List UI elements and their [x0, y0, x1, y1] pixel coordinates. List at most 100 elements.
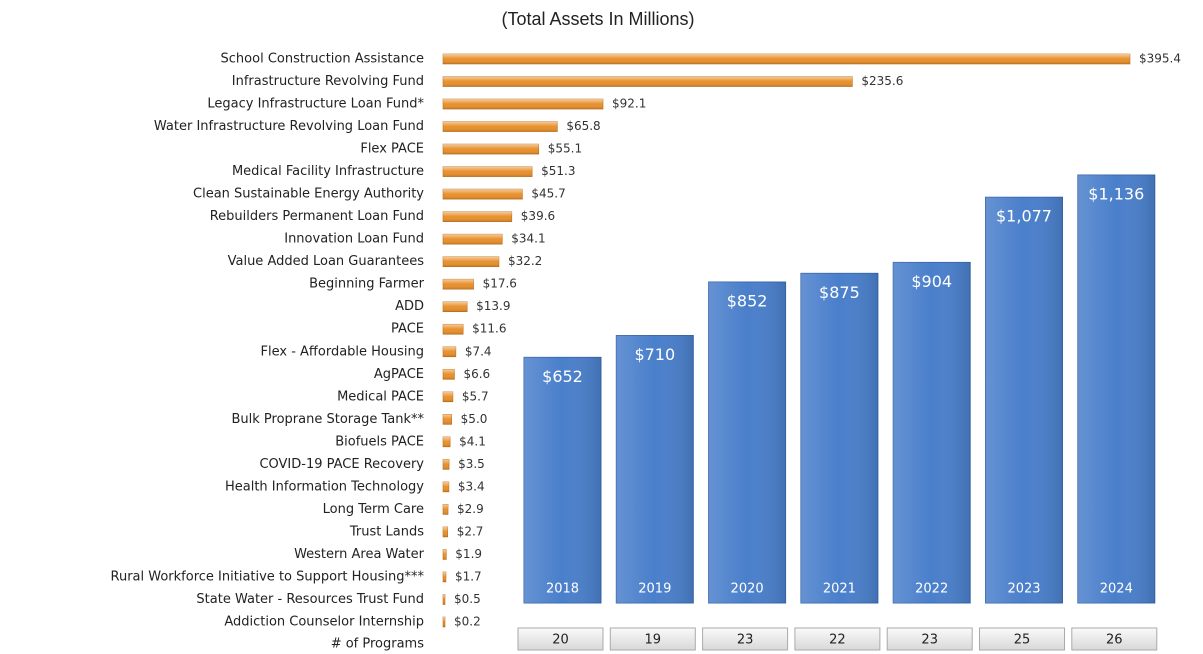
bar-shade: [443, 211, 512, 222]
bar-shade: [443, 369, 455, 380]
category-label: Medical Facility Infrastructure: [232, 164, 424, 179]
category-label: Health Information Technology: [225, 479, 424, 494]
category-label: Value Added Loan Guarantees: [228, 254, 425, 269]
category-label: School Construction Assistance: [221, 52, 424, 67]
category-label: Flex PACE: [360, 142, 424, 157]
x-tick-label: 2021: [823, 582, 856, 597]
data-label: $34.1: [511, 232, 545, 246]
data-label: $65.8: [566, 119, 600, 133]
bar-shade: [443, 436, 451, 447]
bar-shade: [443, 256, 499, 267]
bar-shade: [443, 166, 533, 177]
data-label: $32.2: [508, 254, 542, 268]
data-label: $4.1: [459, 434, 486, 448]
category-label: PACE: [391, 322, 424, 337]
category-label: Legacy Infrastructure Loan Fund*: [207, 97, 424, 112]
bar-shade: [443, 234, 503, 245]
program-count: 22: [829, 633, 846, 648]
count-box: [794, 627, 881, 651]
category-label: Western Area Water: [294, 547, 425, 562]
bar-shade: [616, 335, 694, 603]
category-label: Innovation Loan Fund: [284, 232, 424, 247]
bar-shade: [443, 459, 450, 470]
x-tick-label: 2023: [1007, 582, 1040, 597]
category-label: Beginning Farmer: [309, 277, 425, 292]
counts-label: # of Programs: [331, 637, 425, 652]
bar-shade: [443, 121, 558, 132]
data-label: $2.9: [457, 502, 484, 516]
category-label: State Water - Resources Trust Fund: [196, 592, 424, 607]
bar-shade: [524, 357, 601, 603]
category-label: Bulk Proprane Storage Tank**: [231, 412, 424, 427]
bar-shade: [443, 549, 447, 560]
data-label: $652: [542, 367, 583, 386]
data-label: $710: [634, 345, 675, 364]
data-label: $1,136: [1088, 185, 1144, 204]
bar-shade: [893, 262, 971, 603]
program-count: 23: [921, 633, 938, 648]
count-box: [979, 627, 1065, 651]
data-label: $852: [727, 292, 768, 311]
x-tick-label: 2020: [731, 582, 764, 597]
program-count: 20: [552, 633, 569, 648]
bar-shade: [443, 594, 445, 605]
category-label: Rural Workforce Initiative to Support Ho…: [111, 569, 425, 584]
data-label: $5.7: [462, 389, 489, 403]
data-label: $235.6: [861, 74, 903, 88]
count-box: [702, 627, 789, 651]
bar-shade: [443, 144, 539, 155]
category-label: Addiction Counselor Internship: [224, 615, 424, 630]
data-label: $45.7: [531, 187, 565, 201]
x-tick-label: 2018: [546, 582, 579, 597]
chart-title: (Total Assets In Millions): [501, 9, 694, 29]
category-label: Infrastructure Revolving Fund: [232, 74, 424, 89]
count-box: [609, 627, 696, 651]
bar-shade: [443, 99, 604, 110]
data-label: $0.2: [454, 615, 481, 629]
data-label: $92.1: [612, 97, 646, 111]
bar-shade: [443, 189, 523, 200]
category-label: AgPACE: [374, 367, 424, 382]
category-label: Clean Sustainable Energy Authority: [193, 187, 424, 202]
bar-shade: [443, 481, 449, 492]
category-label: Trust Lands: [349, 524, 424, 539]
program-count: 26: [1106, 633, 1123, 648]
data-label: $51.3: [541, 164, 575, 178]
data-label: $13.9: [476, 299, 510, 313]
data-label: $7.4: [465, 344, 492, 358]
bar-shade: [443, 617, 445, 627]
category-label: COVID-19 PACE Recovery: [259, 457, 424, 472]
bar-shade: [443, 526, 448, 537]
data-label: $11.6: [472, 322, 506, 336]
data-label: $17.6: [483, 277, 517, 291]
category-label: ADD: [395, 299, 424, 314]
count-box: [517, 627, 604, 651]
category-label: Long Term Care: [323, 502, 424, 517]
data-label: $0.5: [454, 592, 481, 606]
bar-shade: [800, 273, 878, 603]
data-label: $2.7: [457, 524, 484, 538]
bar-shade: [443, 391, 453, 402]
x-tick-label: 2024: [1100, 582, 1133, 597]
bar-shade: [443, 76, 853, 87]
bar-shade: [443, 324, 464, 335]
bar-shade: [443, 279, 474, 290]
data-label: $395.4: [1139, 52, 1181, 66]
bar-shade: [985, 197, 1063, 603]
x-tick-label: 2022: [915, 582, 948, 597]
count-box: [886, 627, 973, 651]
bar-shade: [443, 414, 452, 425]
data-label: $1.9: [455, 547, 482, 561]
data-label: $1.7: [455, 569, 482, 583]
data-label: $1,077: [996, 207, 1052, 226]
bar-shade: [443, 346, 456, 357]
data-label: $904: [911, 272, 952, 291]
data-label: $3.4: [458, 479, 485, 493]
data-label: $875: [819, 283, 860, 302]
program-count: 19: [645, 633, 662, 648]
bar-shade: [443, 571, 446, 582]
category-label: Medical PACE: [337, 389, 424, 404]
program-count: 25: [1014, 633, 1031, 648]
